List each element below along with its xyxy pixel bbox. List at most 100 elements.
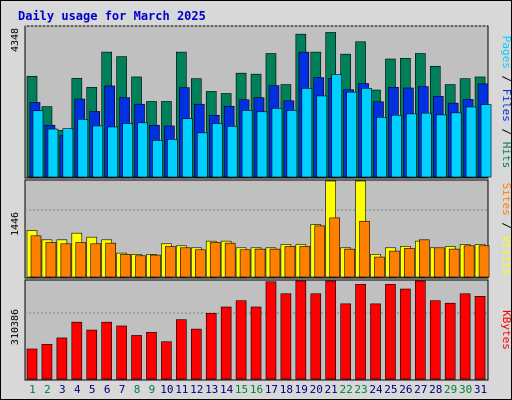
chart-title: Daily usage for March 2025: [18, 9, 206, 23]
bar-sites-day-4: Sites 4: 520: [75, 242, 87, 278]
x-tick-label: 31: [474, 383, 487, 396]
x-tick-label: 20: [310, 383, 323, 396]
bar-kbytes-day-9: KBytes 9: 148000: [146, 331, 157, 380]
x-tick-label: 29: [444, 383, 457, 396]
bar-pages-day-7: Pages 7: 1550: [122, 123, 133, 178]
legend-entry-pages: Pages: [500, 36, 512, 69]
bar-pages-day-2: Pages 2: 1390: [47, 128, 59, 178]
legend-separator: /: [500, 216, 512, 236]
series-sites: Sites 1: 620Sites 2: 520Sites 3: 500Site…: [30, 217, 490, 278]
x-tick-label: 15: [235, 383, 248, 396]
x-tick-label: 18: [280, 383, 293, 396]
legend-entry-kbytes: KBytes: [500, 310, 512, 350]
bar-kbytes-day-8: KBytes 8: 138000: [131, 335, 142, 380]
x-tick-label: 5: [89, 383, 96, 396]
x-tick-label: 12: [190, 383, 203, 396]
bar-pages-day-23: Pages 23: 2570: [361, 88, 372, 178]
bar-pages-day-30: Pages 30: 2030: [465, 106, 477, 178]
x-tick-label: 27: [414, 383, 427, 396]
bar-sites-day-12: Sites 12: 410: [194, 249, 206, 278]
bar-sites-day-2: Sites 2: 520: [45, 242, 57, 278]
bar-kbytes-day-28: KBytes 28: 248000: [429, 300, 441, 380]
legend-separator: /: [500, 122, 512, 142]
bar-sites-day-14: Sites 14: 510: [224, 242, 236, 278]
bar-kbytes-day-24: KBytes 24: 238000: [370, 303, 381, 380]
bar-pages-day-12: Pages 12: 1280: [196, 132, 208, 178]
series-pages: Pages 1: 1920Pages 2: 1390Pages 3: 1400 P…: [32, 74, 492, 178]
bar-sites-day-1: Sites 1: 620: [30, 235, 42, 278]
bar-kbytes-day-22: KBytes 22: 238000: [340, 303, 351, 380]
bar-sites-day-16: Sites 16: 420: [254, 248, 266, 278]
bar-sites-day-10: Sites 10: 460: [165, 246, 176, 278]
bar-kbytes-day-29: KBytes 29: 240000: [444, 302, 456, 380]
panel-kbytes-ymax-label: 310386: [10, 309, 21, 345]
bar-sites-day-23: Sites 23: 840: [359, 220, 370, 278]
bar-pages-day-11: Pages 11: 1690: [182, 118, 193, 178]
bar-sites-day-17: Sites 17: 420: [269, 248, 281, 278]
panel-hits-ymax-label: 4348: [10, 28, 21, 52]
bar-sites-day-13: Sites 13: 520: [209, 242, 221, 278]
bar-kbytes-day-25: KBytes 25: 300000: [385, 283, 396, 380]
bar-kbytes-day-2: KBytes 2: 110000: [41, 343, 53, 380]
x-tick-label: 1: [29, 383, 36, 396]
bar-kbytes-day-6: KBytes 6: 180000: [101, 321, 112, 380]
bar-kbytes-day-14: KBytes 14: 228000: [220, 306, 232, 380]
bar-pages-day-14: Pages 14: 1470: [226, 125, 238, 178]
bar-kbytes-day-17: KBytes 17: 308000: [265, 281, 277, 380]
x-tick-label: 8: [134, 383, 141, 396]
bar-sites-day-27: Sites 27: 560: [419, 239, 430, 278]
bar-sites-day-15: Sites 15: 410: [239, 249, 251, 278]
bar-kbytes-day-5: KBytes 5: 155000: [86, 329, 98, 380]
legend-entry-hits: Hits: [500, 142, 512, 169]
bar-kbytes-day-12: KBytes 12: 158000: [190, 328, 202, 380]
chart-panels: 4348 Pages / Files / HitsHits 1: 2920Hits…: [10, 25, 512, 381]
bar-pages-day-20: Pages 20: 2350: [316, 95, 328, 178]
x-tick-label: 25: [384, 383, 397, 396]
bar-pages-day-8: Pages 8: 1570: [137, 122, 148, 178]
bar-pages-day-31: Pages 31: 2100: [480, 104, 492, 178]
bar-kbytes-day-15: KBytes 15: 248000: [235, 300, 247, 380]
panel-kbytes: 310386 KBytes KBytes 1: 95000KBytes 2: 110…: [10, 279, 512, 381]
x-tick-label: 23: [354, 383, 367, 396]
bar-kbytes-day-10: KBytes 10: 118000: [161, 341, 172, 380]
bar-kbytes-day-31: KBytes 31: 262000: [474, 295, 486, 380]
bar-sites-day-22: Sites 22: 420: [344, 248, 355, 278]
x-tick-label: 6: [104, 383, 111, 396]
x-tick-label: 28: [429, 383, 442, 396]
bar-pages-day-17: Pages 17: 1990: [271, 108, 283, 178]
bar-pages-day-3: Pages 3: 1400: [62, 128, 74, 178]
bar-sites-day-11: Sites 11: 440: [180, 247, 191, 278]
bar-sites-day-21: Sites 21: 890: [329, 217, 341, 278]
bar-kbytes-day-30: KBytes 30: 270000: [459, 293, 471, 380]
legend-entry-files: Files: [500, 89, 512, 122]
panel-visits-legend: Sites / Visits: [500, 183, 512, 276]
bar-kbytes-day-21: KBytes 21: 340000: [325, 280, 337, 380]
bar-pages-day-6: Pages 6: 1450: [107, 126, 118, 178]
bar-pages-day-19: Pages 19: 2570: [301, 88, 313, 178]
legend-entry-visits: Visits: [500, 236, 512, 276]
x-tick-label: 16: [250, 383, 263, 396]
legend-separator: /: [500, 69, 512, 89]
bar-pages-day-26: Pages 26: 1830: [406, 113, 417, 178]
bar-sites-day-30: Sites 30: 470: [463, 245, 475, 278]
bar-pages-day-25: Pages 25: 1790: [391, 114, 402, 178]
bar-sites-day-19: Sites 19: 460: [299, 246, 311, 278]
bar-pages-day-24: Pages 24: 1730: [376, 117, 387, 178]
bar-sites-day-28: Sites 28: 440: [433, 247, 445, 278]
bar-kbytes-day-27: KBytes 27: 330000: [415, 280, 426, 380]
x-tick-label: 14: [220, 383, 234, 396]
x-axis-day-labels: 1 2 3 4 5 6 7 8 9 10 11 12 13 14 15 16 17 18 19 20 21 22 23 24 2…: [29, 383, 487, 396]
bar-kbytes-day-11: KBytes 11: 188000: [176, 319, 187, 380]
series-kbytes: KBytes 1: 95000KBytes 2: 110000KBytes 3:…: [26, 280, 486, 380]
panel-kbytes-legend: KBytes: [500, 310, 512, 350]
bar-kbytes-day-26: KBytes 26: 285000: [400, 288, 411, 380]
bar-pages-day-9: Pages 9: 1060: [152, 140, 163, 178]
x-tick-label: 3: [59, 383, 66, 396]
bar-sites-day-20: Sites 20: 770: [314, 225, 326, 278]
bar-sites-day-5: Sites 5: 500: [90, 243, 102, 278]
bar-sites-day-31: Sites 31: 470: [478, 245, 490, 278]
x-tick-label: 9: [149, 383, 156, 396]
